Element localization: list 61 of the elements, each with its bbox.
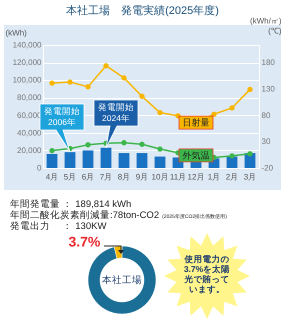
point — [229, 153, 235, 159]
x-tick-label: 5月 — [64, 172, 76, 182]
x-tick-label: 9月 — [136, 172, 148, 182]
x-tick-label: 7月 — [100, 172, 112, 182]
point — [85, 142, 91, 148]
bar — [100, 148, 112, 168]
annotation: 発電開始 2006年 — [44, 106, 80, 128]
x-tick-label: 3月 — [244, 172, 256, 182]
text: 使用電力の3.7%を太陽光で賄っています。 — [183, 254, 231, 294]
point — [85, 84, 91, 90]
y-tick-label: 140,000 — [12, 40, 42, 50]
x-tick-label: 10月 — [152, 172, 168, 182]
y-tick-label: 0 — [37, 164, 42, 172]
chart-title: 本社工場 発電実績(2025年度) — [65, 4, 220, 18]
bar — [136, 153, 148, 168]
y2-tick-label: -20 — [262, 164, 274, 172]
point — [247, 151, 253, 156]
y2-axis-title: (kWh/㎡) (℃) — [250, 16, 282, 36]
y-tick-label: 20,000 — [17, 146, 42, 155]
x-tick-label: 6月 — [82, 172, 94, 182]
point — [103, 63, 109, 68]
text: 発電出力 ： 130KW — [10, 221, 108, 232]
point — [121, 140, 127, 146]
point — [139, 94, 145, 99]
text: 年間二酸化炭素削減量:78ton-CO2 — [10, 210, 160, 220]
point — [49, 148, 55, 154]
y-tick-label: 40,000 — [17, 128, 42, 138]
annotation: 発電開始 2024年 — [97, 102, 135, 124]
x-tick-label: 1月 — [208, 172, 220, 182]
point — [157, 146, 163, 152]
x-tick-label: 11月 — [170, 172, 186, 182]
point — [211, 112, 217, 117]
x-tick-label: 12月 — [188, 172, 204, 182]
point — [139, 142, 145, 147]
y-tick-label: 120,000 — [12, 58, 42, 68]
point — [67, 79, 73, 85]
y-axis-title: (kWh) — [6, 28, 28, 38]
point — [229, 105, 235, 111]
y2-tick-label: 80 — [262, 110, 271, 120]
bar — [82, 150, 94, 168]
y2-tick-label: 130 — [262, 84, 276, 94]
data-label: 3.7% — [68, 233, 101, 250]
x-tick-label: 8月 — [118, 172, 130, 182]
y2-tick-label: 180 — [262, 58, 276, 68]
x-tick-label: 2月 — [226, 172, 238, 182]
bar — [226, 156, 238, 168]
bar — [118, 153, 130, 168]
donut-slice — [88, 246, 156, 314]
bar — [46, 154, 58, 168]
bar — [154, 156, 166, 168]
point — [121, 75, 127, 80]
y-tick-label: 80,000 — [17, 93, 42, 102]
point — [157, 110, 163, 116]
bar — [64, 152, 76, 168]
point — [247, 86, 253, 92]
point — [49, 80, 55, 86]
x-tick-label: 4月 — [46, 172, 58, 182]
text: 本社工場 — [102, 274, 142, 286]
y-tick-label: 100,000 — [12, 76, 42, 85]
text: 年間発電量 ： 189,814 kWh — [10, 199, 132, 210]
y2-tick-label: 30 — [262, 137, 271, 146]
